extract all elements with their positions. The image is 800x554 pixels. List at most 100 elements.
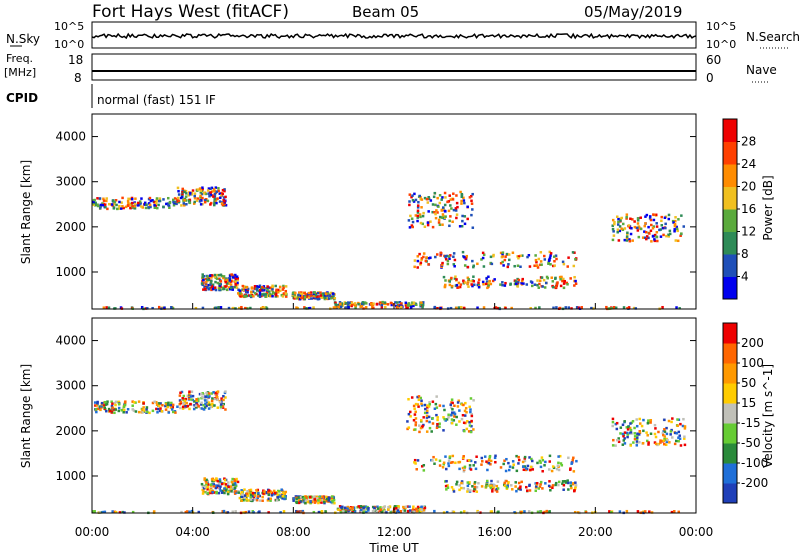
echo-cell [262,288,266,292]
echo-cell [217,485,221,489]
echo-cell [438,464,442,467]
echo-cell [228,278,232,281]
echo-cell [494,460,497,464]
echo-cell [179,391,182,395]
echo-cell [462,306,466,310]
echo-cell [202,288,205,291]
echo-cell [394,301,397,304]
echo-cell [662,439,665,442]
colorbar-swatch [723,383,737,404]
echo-cell [464,406,468,410]
echo-cell [524,467,528,470]
echo-cell [247,510,251,513]
echo-cell [618,229,622,233]
echo-cell [217,491,221,495]
echo-cell [518,486,521,490]
echo-cell [236,277,240,280]
echo-cell [505,457,508,461]
echo-cell [648,215,652,218]
echo-cell [487,283,491,286]
echo-cell [270,494,274,497]
echo-cell [592,307,595,310]
echo-cell [414,509,418,513]
echo-cell [558,454,562,458]
echo-cell [460,403,464,406]
echo-cell [613,221,616,224]
echo-cell [451,401,454,405]
echo-cell [417,395,421,398]
echo-cell [472,428,475,431]
echo-cell [422,416,425,419]
echo-cell [332,295,335,299]
echo-cell [423,403,427,407]
echo-cell [673,230,676,233]
echo-cell [440,263,444,266]
echo-cell [463,215,467,218]
echo-cell [420,257,424,260]
echo-cell [206,278,209,281]
echo-cell [92,203,96,207]
echo-cell [220,397,223,400]
echo-cell [669,433,672,436]
x-tick-label: 20:00 [578,525,613,539]
echo-cell [526,489,529,492]
echo-cell [215,201,218,205]
echo-cell [105,409,108,413]
echo-cell [380,511,383,514]
echo-cell [662,233,665,237]
echo-cell [507,253,511,256]
echo-cell [181,396,184,400]
echo-cell [407,397,410,401]
echo-cell [470,412,473,416]
echo-cell [312,510,316,514]
echo-cell [117,400,121,404]
echo-cell [490,510,494,513]
echo-cell [324,292,328,296]
echo-cell [195,199,199,202]
echo-cell [291,291,295,295]
echo-cell [216,484,220,488]
echo-cell [240,499,243,503]
echo-cell [158,197,162,200]
echo-cell [258,499,262,502]
echo-cell [446,262,450,266]
echo-cell [351,506,355,509]
echo-cell [146,410,149,414]
echo-cell [284,285,288,288]
echo-cell [497,510,500,514]
echo-cell [199,203,203,206]
echo-cell [269,294,272,298]
echo-cell [255,489,258,492]
echo-cell [425,256,428,259]
echo-cell [416,459,420,462]
echo-cell [117,409,121,413]
echo-cell [202,408,206,411]
echo-cell [427,210,430,213]
echo-cell [255,285,259,288]
echo-cell [283,493,286,496]
echo-cell [418,424,421,427]
echo-cell [157,199,161,203]
echo-cell [656,239,659,243]
echo-cell [100,405,103,408]
echo-cell [519,510,523,514]
echo-cell [416,204,420,207]
echo-cell [182,394,186,398]
echo-cell [482,265,486,268]
echo-cell [123,511,126,514]
echo-cell [436,306,439,310]
echo-cell [229,485,232,488]
echo-cell [414,214,418,217]
echo-cell [466,459,470,462]
echo-cell [516,255,519,258]
echo-cell [119,207,123,210]
echo-cell [566,479,569,482]
echo-cell [212,391,215,394]
echo-cell [260,289,263,292]
echo-cell [469,397,473,400]
echo-cell [180,510,183,514]
echo-cell [137,410,141,414]
echo-cell [408,203,411,207]
echo-cell [470,283,473,286]
colorbar-tick-label: -100 [741,456,768,470]
